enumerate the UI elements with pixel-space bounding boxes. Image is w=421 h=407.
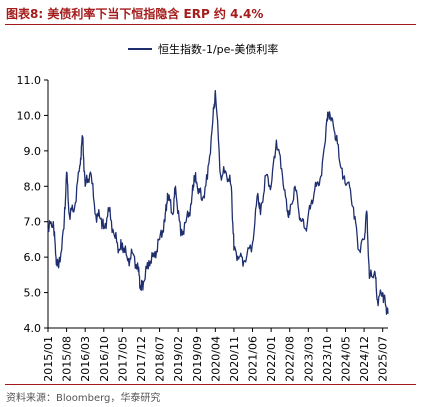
x-tick-label: 2024/12: [358, 336, 371, 382]
x-tick-label: 2015/01: [42, 336, 55, 382]
x-tick-label: 2020/11: [228, 336, 241, 382]
axes: 4.0 5.0 6.0 7.0 8.0 9.0 10.0 11.0 2015/01 2015/08…: [17, 74, 390, 382]
x-tick-label: 2025/07: [377, 336, 390, 382]
x-tick-label: 2023/03: [302, 336, 315, 382]
title-rule: [5, 24, 416, 25]
legend: 恒生指数-1/pe-美债利率: [128, 42, 278, 56]
x-tick-label: 2022/01: [265, 336, 278, 382]
x-tick-label: 2017/12: [135, 336, 148, 382]
x-tick-label: 2017/05: [116, 336, 129, 382]
y-tick-label: 7.0: [24, 216, 42, 229]
x-tick-label: 2021/06: [247, 336, 260, 382]
x-tick-label: 2019/09: [191, 336, 204, 382]
x-tick-label: 2015/08: [61, 336, 74, 382]
y-tick-label: 10.0: [17, 109, 42, 122]
x-tick-label: 2024/05: [340, 336, 353, 382]
y-tick-label: 4.0: [24, 322, 42, 335]
x-tick-label: 2022/08: [284, 336, 297, 382]
x-tick-label: 2023/10: [321, 336, 334, 382]
y-tick-label: 11.0: [17, 74, 42, 87]
source-note: 资料来源：Bloomberg，华泰研究: [6, 393, 161, 404]
x-tick-label: 2019/02: [172, 336, 185, 382]
legend-label: 恒生指数-1/pe-美债利率: [158, 42, 278, 56]
y-tick-label: 8.0: [24, 180, 42, 193]
x-tick-label: 2016/10: [98, 336, 111, 382]
plot-area: [47, 89, 389, 315]
x-tick-label: 2020/04: [209, 336, 222, 382]
figure-title: 图表8: 美债利率下当下恒指隐含 ERP 约 4.4%: [6, 7, 264, 21]
y-tick-label: 6.0: [24, 251, 42, 264]
x-tick-label: 2016/03: [79, 336, 92, 382]
y-tick-label: 5.0: [24, 287, 42, 300]
series-line: [47, 89, 389, 315]
footer-rule: [5, 384, 416, 385]
y-tick-label: 9.0: [24, 145, 42, 158]
x-tick-label: 2018/07: [154, 336, 167, 382]
